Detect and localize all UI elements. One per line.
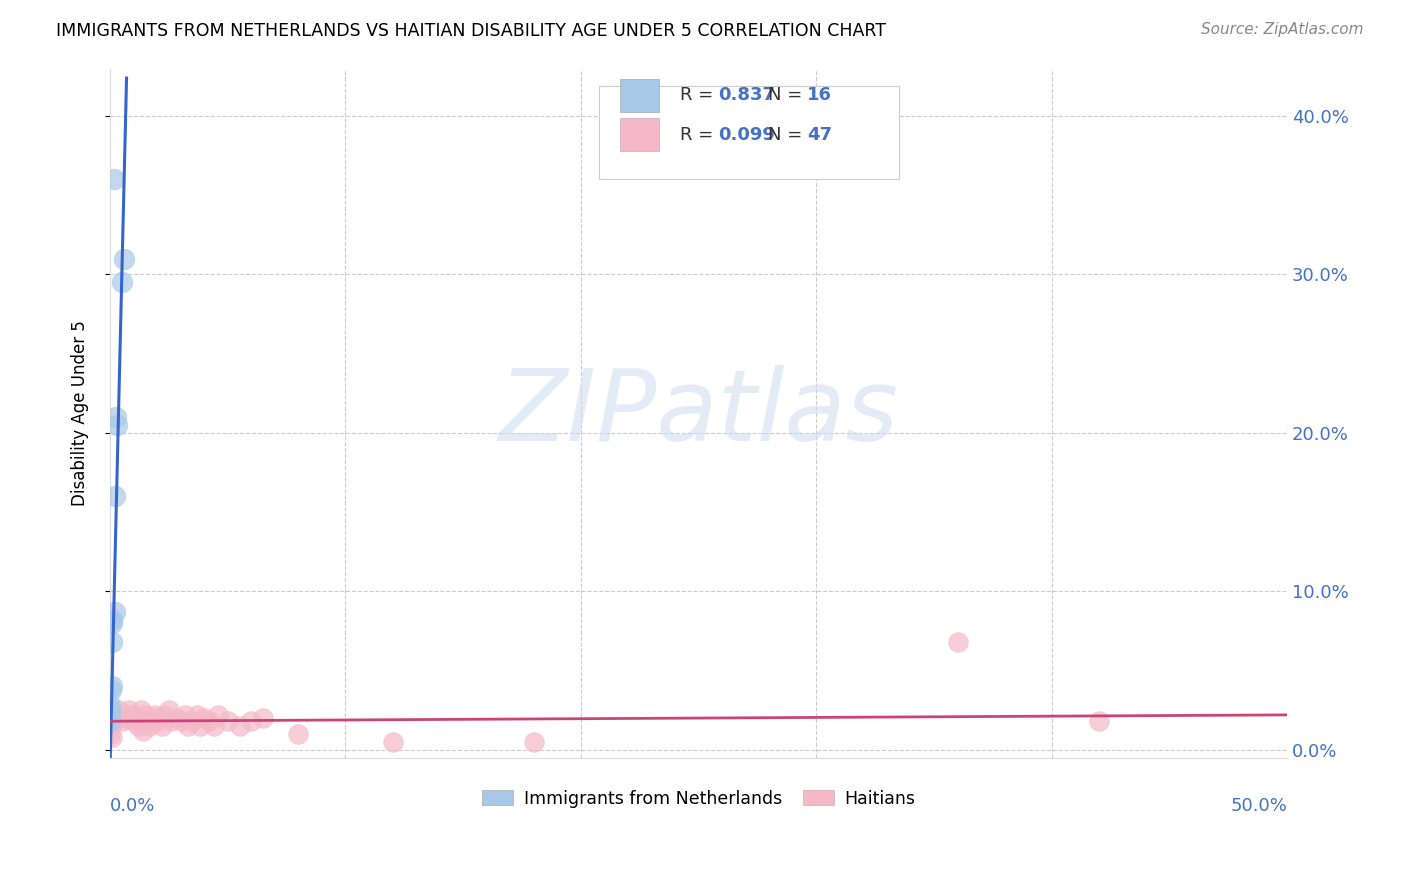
Legend: Immigrants from Netherlands, Haitians: Immigrants from Netherlands, Haitians — [475, 782, 922, 814]
Point — [98, 698, 121, 713]
Point — [946, 635, 969, 649]
Point — [181, 714, 204, 729]
Point — [170, 714, 193, 729]
Text: N =: N = — [768, 126, 808, 144]
Point — [104, 714, 127, 729]
Point — [101, 613, 124, 627]
Point — [101, 730, 124, 744]
Point — [104, 605, 127, 619]
Point — [139, 719, 162, 733]
Text: 0.0%: 0.0% — [110, 797, 156, 814]
Point — [101, 635, 124, 649]
Point — [134, 707, 156, 722]
Point — [381, 735, 404, 749]
Text: R =: R = — [679, 126, 718, 144]
Point — [129, 714, 152, 729]
Text: N =: N = — [768, 87, 808, 104]
Point — [150, 719, 173, 733]
Point — [207, 707, 229, 722]
Point — [240, 714, 263, 729]
Point — [122, 714, 145, 729]
Point — [153, 707, 176, 722]
Point — [523, 735, 546, 749]
FancyBboxPatch shape — [599, 86, 898, 178]
Point — [103, 172, 125, 186]
Point — [193, 711, 215, 725]
Text: 0.099: 0.099 — [718, 126, 776, 144]
Text: 16: 16 — [807, 87, 832, 104]
Point — [100, 682, 122, 697]
Y-axis label: Disability Age Under 5: Disability Age Under 5 — [72, 320, 89, 506]
Text: 0.837: 0.837 — [718, 87, 776, 104]
Point — [127, 719, 149, 733]
Point — [228, 719, 250, 733]
FancyBboxPatch shape — [620, 78, 658, 112]
Point — [146, 714, 169, 729]
Point — [101, 679, 124, 693]
Point — [157, 703, 180, 717]
Point — [141, 711, 163, 725]
Point — [111, 714, 134, 729]
Point — [177, 719, 200, 733]
Text: 47: 47 — [807, 126, 832, 144]
Text: R =: R = — [679, 87, 718, 104]
Point — [129, 703, 152, 717]
Point — [105, 417, 128, 432]
Point — [165, 711, 187, 725]
Point — [174, 707, 197, 722]
Point — [160, 714, 183, 729]
Point — [120, 707, 142, 722]
Point — [115, 711, 138, 725]
Point — [1087, 714, 1109, 729]
Text: Source: ZipAtlas.com: Source: ZipAtlas.com — [1201, 22, 1364, 37]
Point — [101, 707, 124, 722]
Point — [108, 703, 131, 717]
Point — [118, 703, 141, 717]
Text: ZIPatlas: ZIPatlas — [499, 365, 898, 461]
Point — [143, 707, 166, 722]
Point — [287, 727, 309, 741]
FancyBboxPatch shape — [620, 118, 658, 152]
Point — [104, 410, 127, 425]
Point — [136, 714, 159, 729]
Point — [98, 707, 121, 722]
Point — [125, 711, 148, 725]
Point — [98, 727, 121, 741]
Point — [98, 714, 121, 729]
Point — [186, 707, 208, 722]
Point — [101, 615, 124, 630]
Point — [188, 719, 211, 733]
Point — [111, 276, 134, 290]
Point — [202, 719, 225, 733]
Point — [112, 252, 135, 266]
Text: 50.0%: 50.0% — [1230, 797, 1286, 814]
Text: IMMIGRANTS FROM NETHERLANDS VS HAITIAN DISABILITY AGE UNDER 5 CORRELATION CHART: IMMIGRANTS FROM NETHERLANDS VS HAITIAN D… — [56, 22, 886, 40]
Point — [132, 723, 155, 738]
Point — [98, 703, 121, 717]
Point — [104, 489, 127, 503]
Point — [198, 714, 221, 729]
Point — [98, 719, 121, 733]
Point — [112, 707, 135, 722]
Point — [217, 714, 239, 729]
Point — [252, 711, 274, 725]
